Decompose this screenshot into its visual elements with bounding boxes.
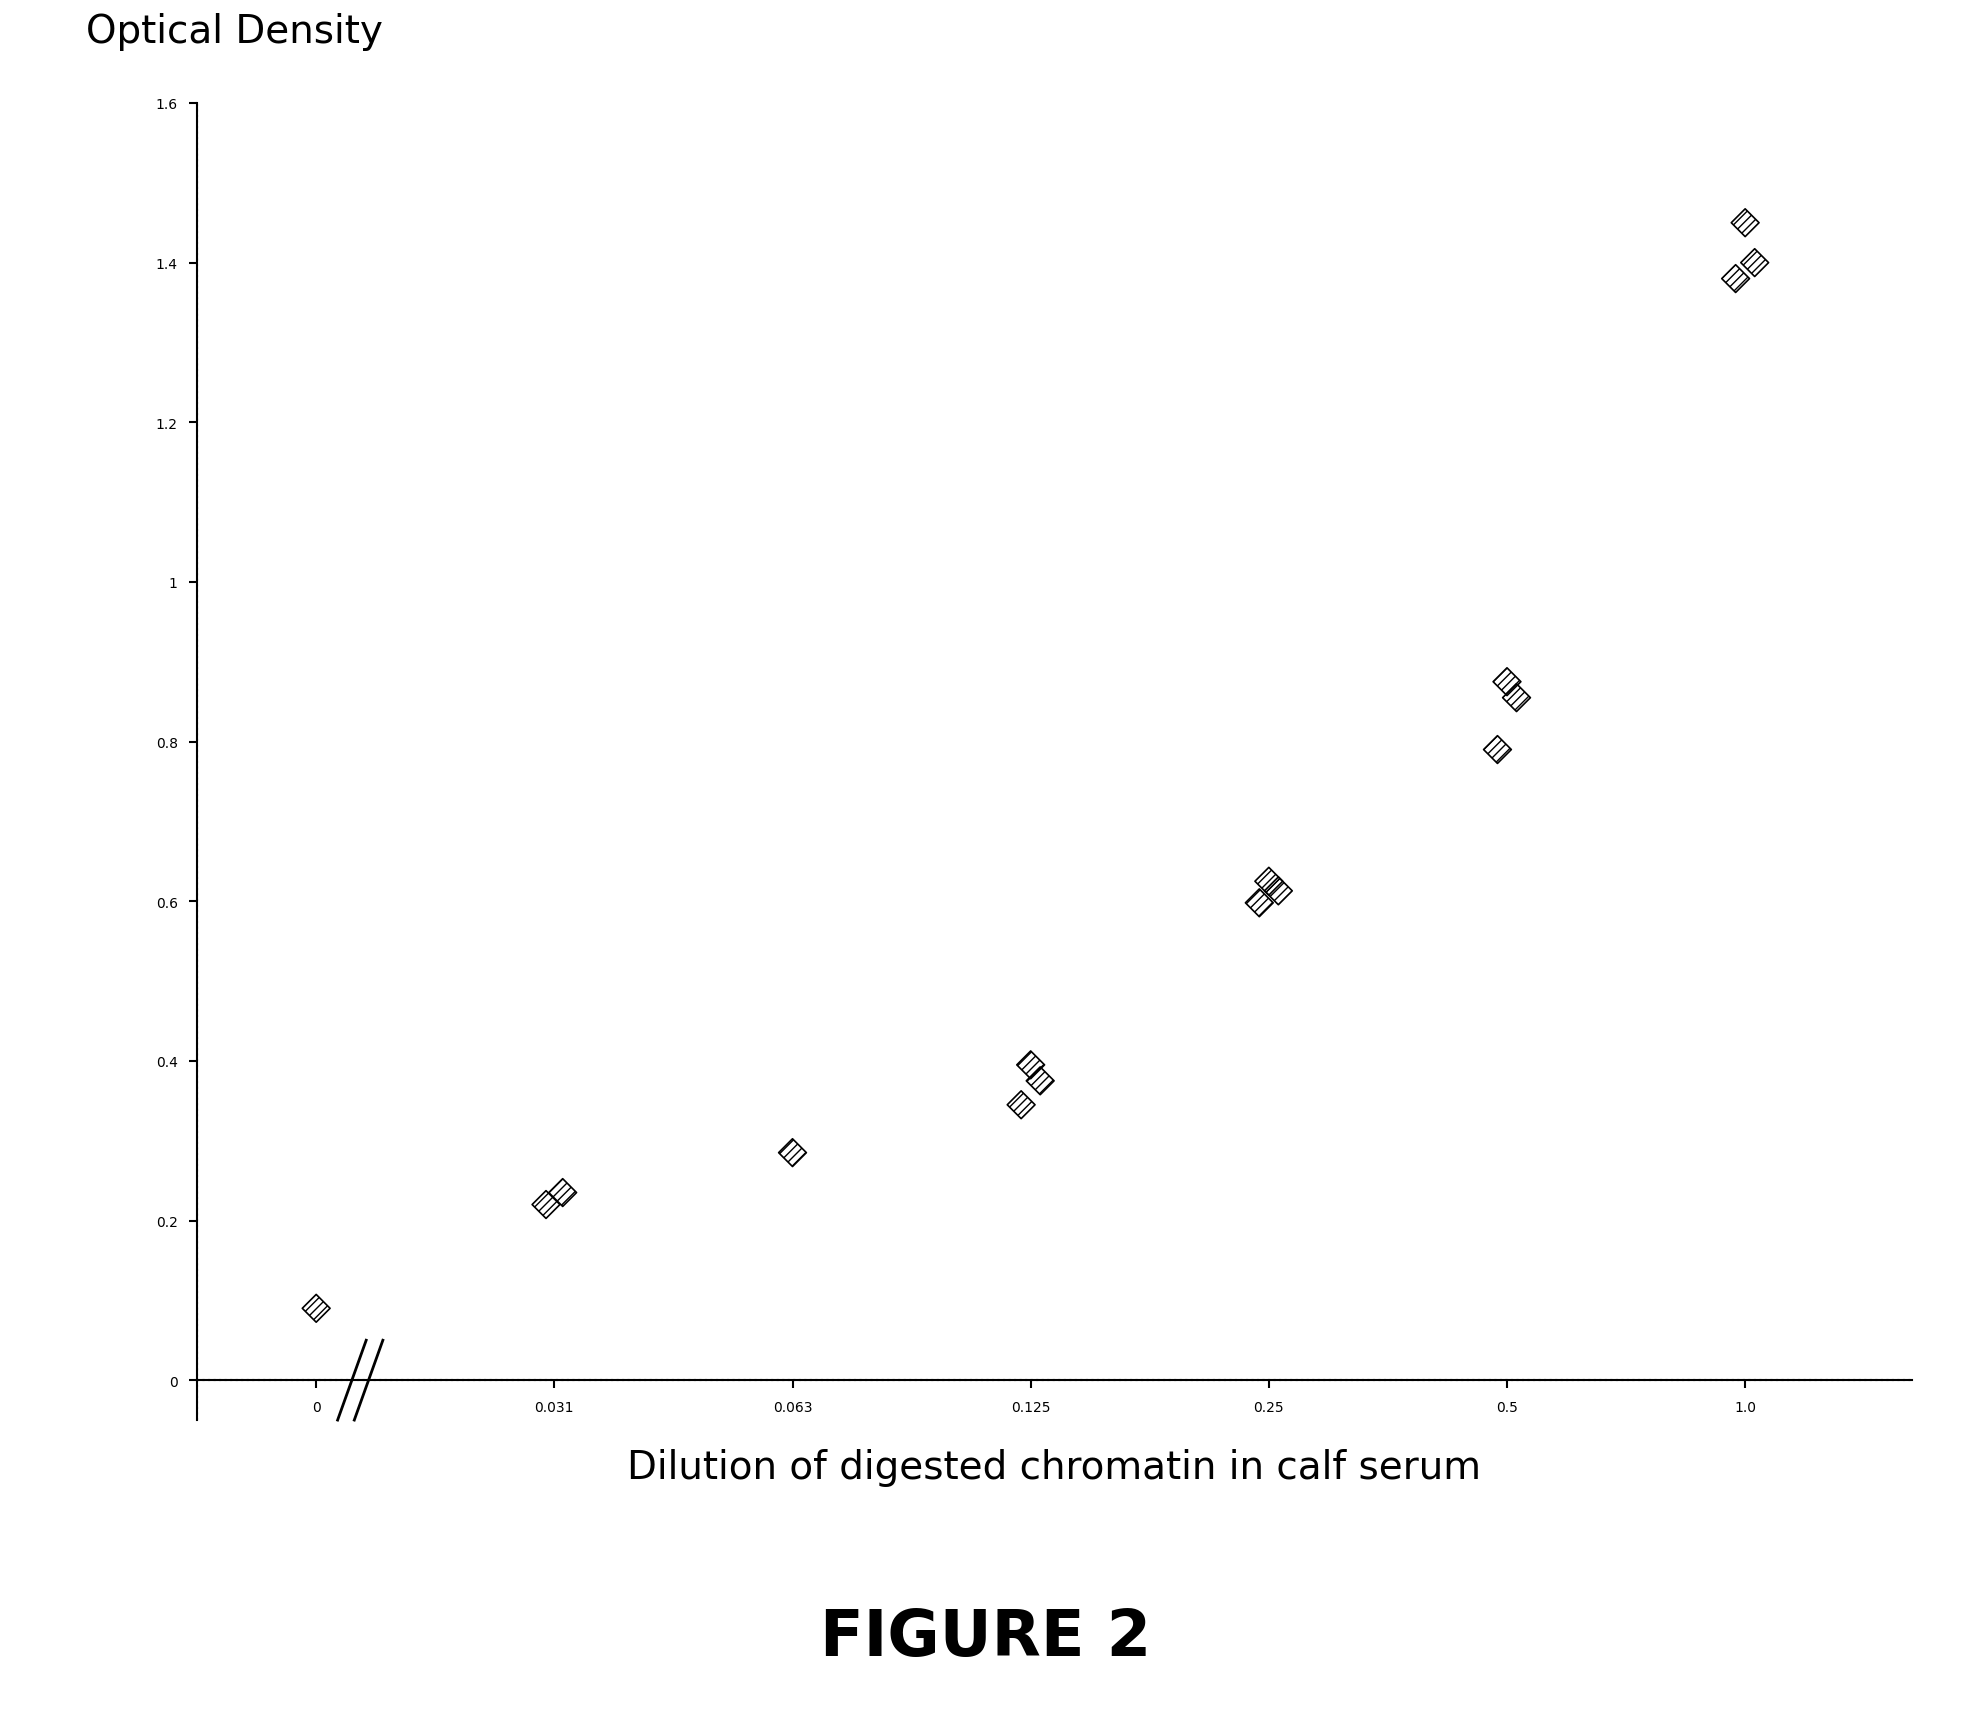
Point (1005, 1091, 1037, 1119)
Point (1015, 1051, 1047, 1079)
Point (1482, 736, 1514, 764)
Point (1738, 249, 1770, 277)
Text: FIGURE 2: FIGURE 2 (820, 1606, 1151, 1668)
Point (1500, 684, 1531, 712)
Point (546, 1179, 578, 1207)
Point (530, 1192, 562, 1219)
X-axis label: Dilution of digested chromatin in calf serum: Dilution of digested chromatin in calf s… (627, 1448, 1482, 1486)
Point (1025, 1067, 1056, 1095)
Point (1254, 868, 1285, 895)
Point (777, 1140, 808, 1167)
Point (300, 1296, 331, 1323)
Point (1492, 669, 1524, 696)
Point (1729, 210, 1760, 237)
Point (1244, 890, 1275, 918)
Text: Optical Density: Optical Density (85, 14, 382, 52)
Point (1263, 878, 1295, 906)
Point (1721, 265, 1752, 293)
